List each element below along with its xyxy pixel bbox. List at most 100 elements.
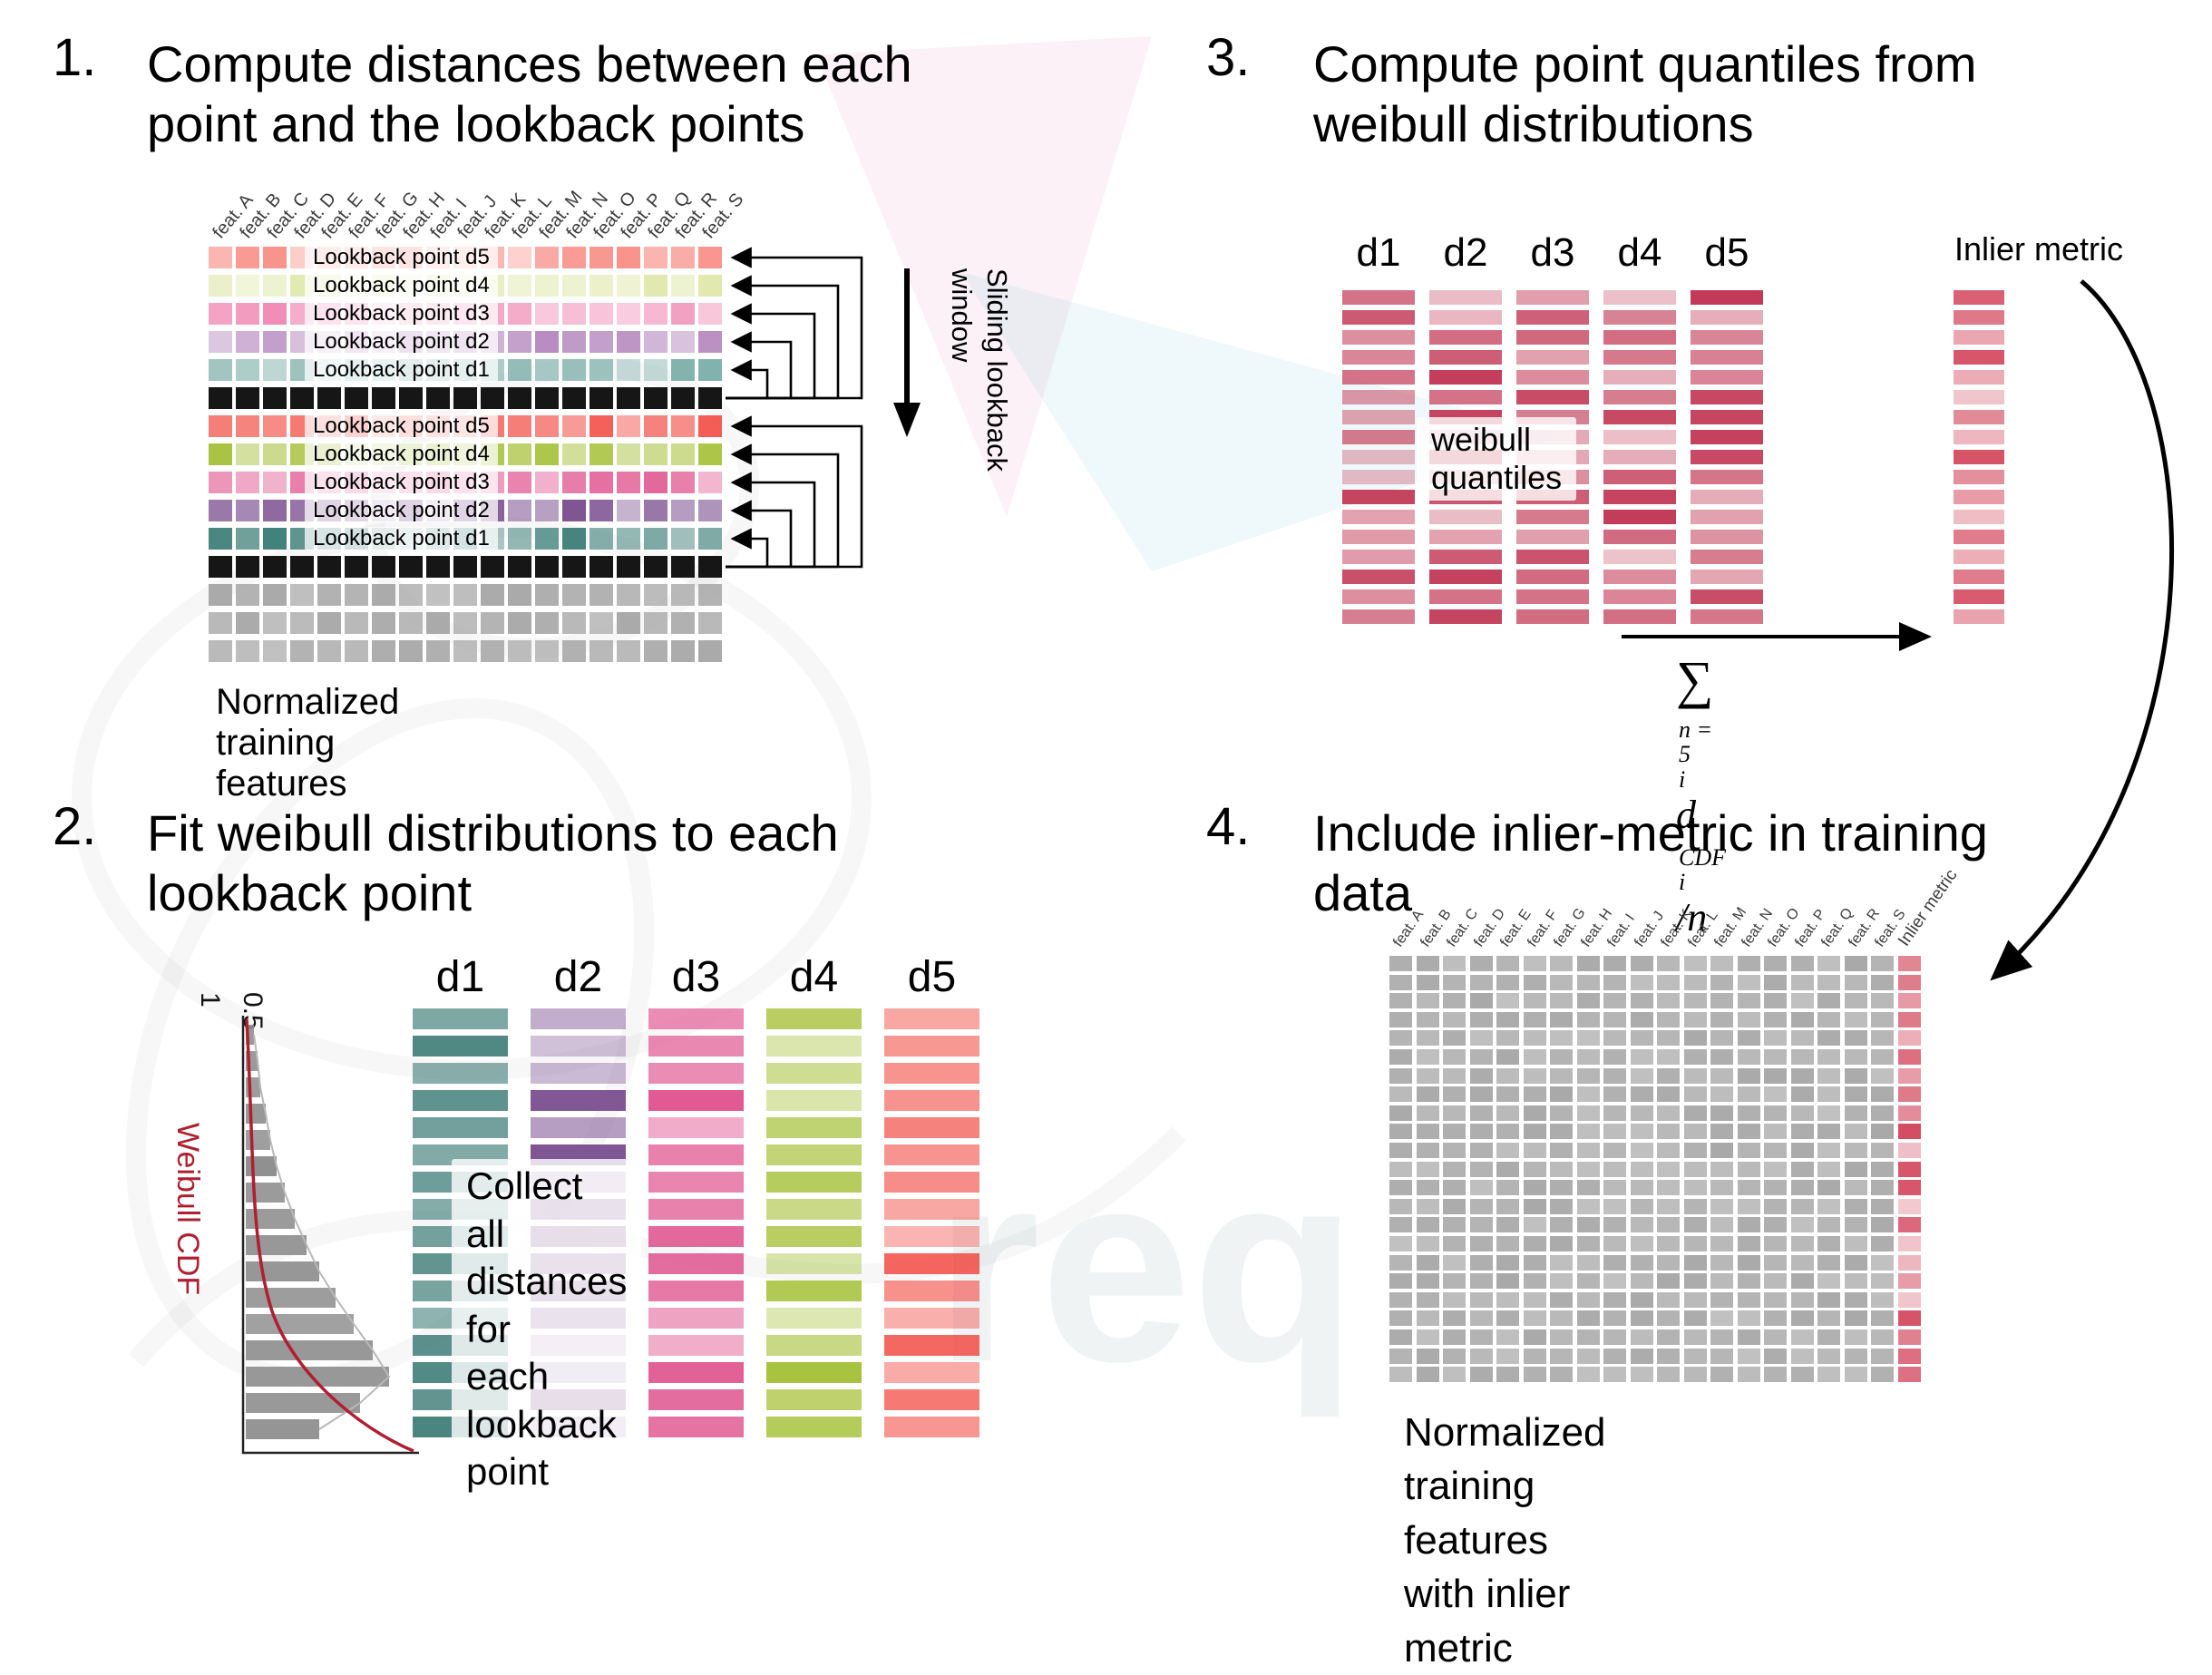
inlier-metric-bar <box>1954 330 2004 345</box>
feature-cell <box>1790 1310 1814 1327</box>
feature-cell <box>1790 1180 1814 1196</box>
watermark-text: req <box>934 1114 1358 1420</box>
feature-cell <box>1790 1254 1814 1271</box>
feature-cell <box>590 359 613 381</box>
feature-cell <box>1469 1236 1493 1251</box>
feature-cell <box>1523 1254 1546 1271</box>
feature-cell <box>1389 1180 1412 1196</box>
feature-cell <box>1496 1291 1519 1308</box>
feature-cell <box>399 556 423 578</box>
quantile-bar <box>1342 330 1415 345</box>
feature-cell <box>1871 1254 1894 1271</box>
feature-cell <box>1817 1105 1840 1121</box>
feature-cell <box>1389 1273 1412 1290</box>
distance-bar <box>648 1063 744 1084</box>
feature-cell <box>535 640 559 662</box>
feature-cell <box>508 612 531 634</box>
lookback-row-label: Lookback point d3 <box>305 471 498 494</box>
feature-cell <box>1443 1105 1466 1121</box>
feature-cell <box>671 387 695 409</box>
feature-cell <box>1737 1124 1760 1140</box>
feature-cell <box>1550 1011 1573 1027</box>
sum-subscript: i <box>1679 765 1686 793</box>
feature-cell <box>1737 993 1760 1009</box>
feature-cell <box>1871 956 1894 971</box>
inlier-metric-cell <box>1897 1180 1921 1196</box>
feature-cell <box>209 387 232 409</box>
feature-cell <box>1496 1030 1519 1047</box>
feature-cell <box>590 247 613 268</box>
feature-cell <box>617 640 640 662</box>
feature-cell <box>345 556 368 578</box>
feature-cell <box>1657 993 1680 1009</box>
feature-cell <box>1443 1254 1466 1271</box>
feature-cell <box>644 500 667 521</box>
feature-cell <box>1550 1143 1573 1158</box>
feature-cell <box>1416 1236 1439 1251</box>
feature-cell <box>1871 1291 1894 1308</box>
feature-cell <box>1496 1273 1519 1290</box>
feature-cell <box>372 556 395 578</box>
feature-cell <box>1416 1254 1439 1271</box>
feature-cell <box>1683 1105 1707 1121</box>
feature-cell <box>1496 1086 1519 1103</box>
feature-cell <box>1871 1086 1894 1103</box>
feature-cell <box>1443 1180 1466 1196</box>
feature-cell <box>1844 1348 1867 1364</box>
feature-cell <box>1683 1348 1707 1364</box>
feature-cell <box>1737 1236 1760 1251</box>
feature-cell <box>1657 974 1680 990</box>
feature-cell <box>1550 1236 1573 1251</box>
feature-cell <box>1844 1067 1867 1084</box>
feature-cell <box>1416 1367 1439 1383</box>
quantile-bar <box>1342 370 1415 385</box>
feature-cell <box>1657 1198 1680 1214</box>
quantile-bar <box>1603 550 1676 564</box>
feature-cell <box>1550 1049 1573 1065</box>
feature-cell <box>1737 1254 1760 1271</box>
feature-cell <box>1871 1143 1894 1158</box>
cdf-average-formula: ∑ n = 5 i d CDF i/n <box>1676 649 1735 940</box>
feature-cell <box>1737 1086 1760 1103</box>
feature-cell <box>236 500 259 521</box>
feature-cell <box>590 275 613 297</box>
feature-cell <box>1550 1161 1573 1177</box>
feature-cell <box>1416 1273 1439 1290</box>
feature-cell <box>236 275 259 297</box>
lookback-row-label: Lookback point d2 <box>305 330 498 354</box>
distance-scripts: CDF i <box>1679 845 1726 895</box>
feature-cell <box>481 387 504 409</box>
inlier-metric-bar <box>1954 310 2004 325</box>
feature-cell <box>1683 1273 1707 1290</box>
distance-histogram <box>246 1025 427 1460</box>
feature-cell <box>236 472 259 493</box>
feature-cell <box>1603 1254 1626 1271</box>
histogram-bar <box>246 1340 373 1360</box>
feature-cell <box>1790 1273 1814 1290</box>
feature-cell <box>1871 1067 1894 1084</box>
feature-cell <box>1469 993 1493 1009</box>
feature-cell <box>1710 1049 1733 1065</box>
histogram-bar <box>246 1209 295 1229</box>
feature-cell <box>1550 1198 1573 1214</box>
feature-cell <box>1871 1124 1894 1140</box>
feature-cell <box>1443 1291 1466 1308</box>
quantile-bar <box>1429 589 1502 604</box>
distance-bar <box>648 1389 744 1410</box>
feature-cell <box>535 303 559 325</box>
feature-cell <box>1469 1348 1493 1364</box>
feature-cell <box>1871 1310 1894 1327</box>
feature-cell <box>1443 1030 1466 1047</box>
feature-cell <box>644 640 667 662</box>
histogram-bar <box>246 1367 389 1387</box>
feature-cell <box>1764 1310 1787 1327</box>
feature-cell <box>1576 956 1600 971</box>
distance-bar <box>648 1117 744 1138</box>
quantile-bar <box>1603 490 1676 504</box>
quantile-bar <box>1342 609 1415 624</box>
feature-cell <box>1630 1049 1653 1065</box>
feature-cell <box>1871 1105 1894 1121</box>
feature-cell <box>1817 1273 1840 1290</box>
quantile-bar <box>1516 510 1589 524</box>
feature-cell <box>1710 1067 1733 1084</box>
